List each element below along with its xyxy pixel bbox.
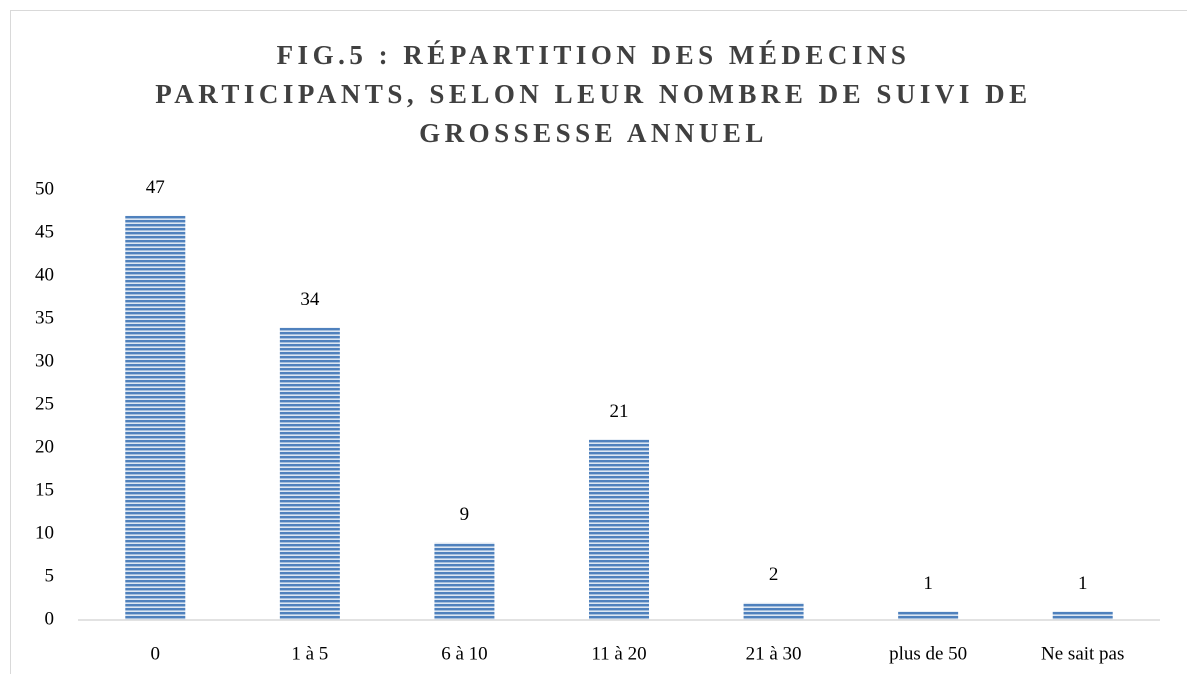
bar [279, 327, 340, 620]
y-tick-label: 40 [35, 264, 54, 285]
bar [589, 439, 649, 620]
data-label: 1 [923, 573, 933, 594]
x-tick-label: 21 à 30 [746, 643, 802, 664]
bar [898, 611, 959, 620]
y-tick-label: 30 [35, 350, 54, 371]
y-tick-label: 50 [35, 178, 54, 199]
y-tick-label: 25 [35, 393, 54, 414]
bar [434, 542, 495, 620]
data-label: 1 [1078, 573, 1088, 594]
x-tick-label: 1 à 5 [291, 643, 328, 664]
data-label: 47 [146, 177, 165, 198]
y-tick-label: 35 [35, 307, 54, 328]
y-tick-label: 15 [35, 479, 54, 500]
x-tick-label: plus de 50 [889, 643, 967, 664]
y-tick-label: 10 [35, 522, 54, 543]
x-tick-label: 6 à 10 [441, 643, 487, 664]
x-tick-label: 0 [151, 643, 161, 664]
data-label: 21 [610, 401, 629, 422]
data-label: 34 [300, 289, 320, 310]
bar [743, 602, 804, 620]
bar [125, 215, 186, 621]
y-tick-label: 20 [35, 436, 54, 457]
chart-title: FIG.5 : RÉPARTITION DES MÉDECINS PARTICI… [155, 40, 1032, 148]
y-tick-label: 0 [45, 608, 55, 629]
data-label: 9 [460, 504, 470, 525]
y-tick-label: 5 [45, 565, 55, 586]
bar [1052, 611, 1113, 620]
chart-border [10, 10, 1187, 674]
y-tick-label: 45 [35, 221, 54, 242]
x-tick-label: Ne sait pas [1041, 643, 1124, 664]
x-tick-label: 11 à 20 [591, 643, 646, 664]
data-label: 2 [769, 564, 779, 585]
